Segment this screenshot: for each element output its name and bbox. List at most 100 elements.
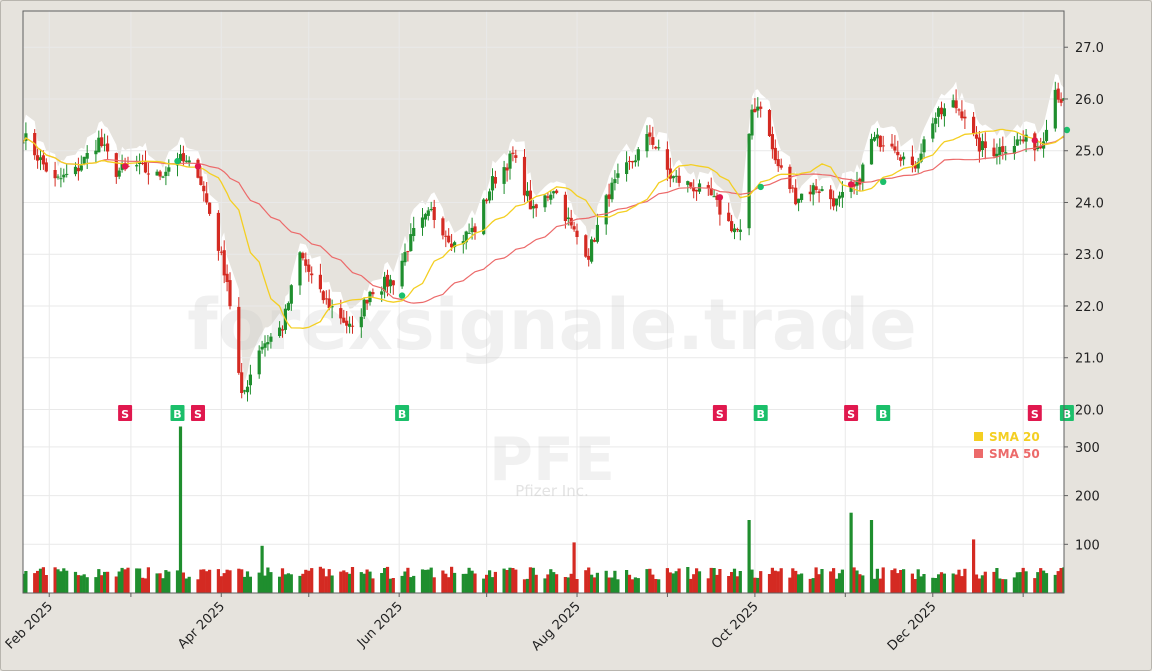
volume-bar — [668, 572, 672, 593]
candle-body — [409, 234, 413, 251]
volume-bar — [893, 568, 897, 593]
volume-bar — [240, 569, 244, 593]
volume-bar — [963, 568, 967, 593]
volume-bar — [450, 566, 454, 593]
volume-bar — [164, 570, 168, 593]
legend-swatch-sma20 — [974, 432, 983, 441]
volume-bar — [773, 570, 777, 593]
volume-bar — [604, 570, 608, 593]
volume-bar — [998, 578, 1002, 593]
volume-bar — [820, 569, 824, 593]
candle-body — [960, 111, 964, 119]
volume-bar — [525, 578, 530, 593]
candle-body — [829, 189, 833, 200]
volume-bar — [1042, 570, 1046, 593]
candle-body — [178, 154, 183, 161]
candle-body — [610, 182, 614, 200]
volume-bar — [697, 571, 702, 593]
candle-body — [922, 139, 926, 153]
volume-bar — [237, 568, 241, 593]
volume-bar — [385, 566, 390, 593]
volume-bar — [269, 572, 273, 593]
volume-bar — [485, 574, 489, 593]
candle-body — [371, 292, 375, 295]
volume-bar — [791, 568, 795, 593]
grid-lines — [23, 11, 1064, 593]
candle-body — [657, 147, 661, 149]
candle-body — [712, 196, 716, 198]
candle-body — [345, 320, 349, 326]
candle-body — [324, 298, 328, 300]
candle-body — [219, 251, 223, 253]
price-tick-label: 24.0 — [1075, 196, 1104, 211]
candle-body — [146, 173, 150, 175]
legend-label-sma50: SMA 50 — [989, 447, 1040, 461]
volume-bar — [837, 573, 842, 593]
candle-body — [896, 151, 900, 156]
volume-bar — [794, 570, 798, 593]
candle-body — [753, 108, 757, 113]
signal-badge — [1059, 405, 1074, 421]
volume-bar — [327, 569, 331, 593]
candle-body — [566, 217, 570, 219]
volume-bar — [881, 567, 885, 593]
candle-body — [304, 259, 308, 266]
volume-bar — [289, 574, 293, 593]
candle-body — [794, 187, 798, 205]
price-tick-label: 22.0 — [1075, 300, 1104, 315]
volume-bar — [814, 567, 818, 593]
candle-body — [779, 165, 783, 168]
volume-bar — [1018, 572, 1022, 593]
candle-body — [770, 134, 774, 150]
volume-bar — [400, 575, 404, 593]
candle-body — [522, 156, 527, 196]
candle-body — [756, 106, 760, 111]
volume-bar — [514, 569, 518, 593]
volume-bar — [228, 570, 232, 593]
signal-badge-label: B — [398, 408, 406, 421]
volume-bar — [263, 575, 267, 593]
candle-body — [114, 153, 118, 177]
candle-body — [555, 190, 559, 193]
volume-bar — [625, 570, 629, 593]
candle-body — [692, 187, 696, 192]
volume-bar — [692, 574, 696, 593]
candle-body — [225, 273, 229, 282]
volume-bar — [59, 571, 63, 593]
candle-body — [155, 171, 159, 176]
candle-body — [65, 173, 69, 175]
volume-bar — [759, 571, 763, 593]
x-tick-label: Aug 2025 — [529, 599, 584, 654]
watermark-ticker: PFE — [489, 425, 615, 495]
volume-bar — [362, 573, 366, 593]
candle-body — [100, 137, 104, 146]
volume-bar — [992, 571, 996, 593]
volume-bar — [342, 570, 346, 593]
candle-body — [453, 242, 457, 248]
signal-dot — [1063, 126, 1071, 134]
volume-bar — [689, 578, 693, 593]
volume-bar — [779, 568, 783, 593]
volume-bar — [260, 545, 264, 593]
candle-body — [709, 188, 713, 196]
volume-bar — [980, 575, 984, 593]
candle-body — [327, 298, 331, 309]
volume-bar — [368, 571, 372, 593]
volume-bar — [126, 567, 130, 593]
volume-bar — [141, 577, 145, 593]
volume-bar — [937, 574, 941, 593]
volume-bar — [840, 569, 844, 593]
volume-bar — [505, 570, 509, 593]
volume-bar — [910, 573, 914, 593]
candle-body — [645, 134, 649, 152]
volume-bar — [919, 576, 923, 593]
candle-body — [278, 327, 282, 336]
candle-body — [840, 192, 844, 198]
candle-body — [1018, 139, 1022, 141]
volume-bar — [977, 578, 981, 593]
candle-body — [954, 100, 958, 109]
candle-body — [957, 109, 961, 111]
candle-body — [808, 191, 812, 195]
candle-body — [56, 176, 60, 178]
volume-bar — [627, 574, 632, 593]
